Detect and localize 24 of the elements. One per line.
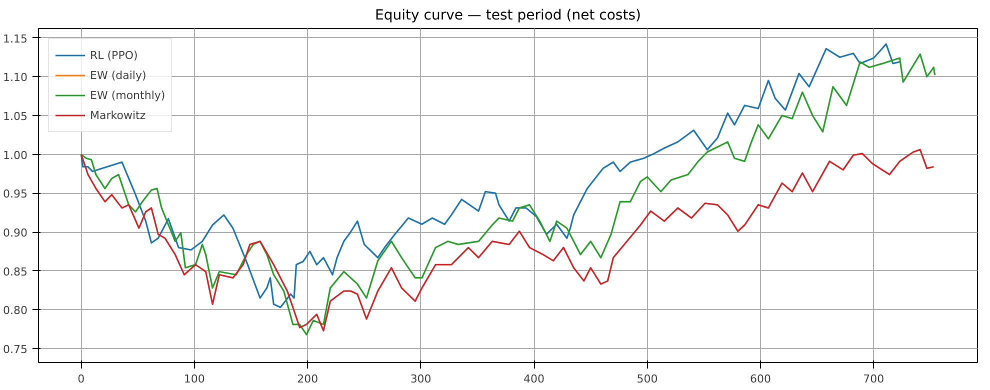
legend-label: EW (monthly) <box>90 88 166 102</box>
line-series <box>80 148 934 332</box>
legend-label: Markowitz <box>90 108 146 122</box>
legend-label: EW (daily) <box>90 68 146 82</box>
y-tick-label: 1.00 <box>3 148 28 162</box>
x-tick-label: 500 <box>636 372 658 386</box>
x-tick-label: 600 <box>750 372 771 386</box>
y-tick-label: 0.80 <box>3 304 28 318</box>
legend-label: RL (PPO) <box>90 48 138 62</box>
y-tick-label: 1.05 <box>3 110 28 123</box>
y-tick-label: 0.75 <box>3 343 28 356</box>
x-tick-label: 700 <box>863 372 884 386</box>
x-tick-label: 100 <box>184 372 205 386</box>
y-tick-label: 1.10 <box>3 71 28 84</box>
chart-title: Equity curve — test period (net costs) <box>375 8 641 24</box>
y-tick-label: 0.95 <box>3 188 28 201</box>
y-tick-label: 0.85 <box>3 265 28 278</box>
y-tick-label: 0.90 <box>3 226 28 240</box>
y-tick-label: 1.15 <box>3 32 28 46</box>
x-tick-label: 200 <box>297 372 318 386</box>
x-tick-label: 400 <box>524 372 545 386</box>
x-tick-label: 0 <box>78 372 85 386</box>
line-series <box>80 43 901 308</box>
x-tick-label: 300 <box>410 372 432 386</box>
